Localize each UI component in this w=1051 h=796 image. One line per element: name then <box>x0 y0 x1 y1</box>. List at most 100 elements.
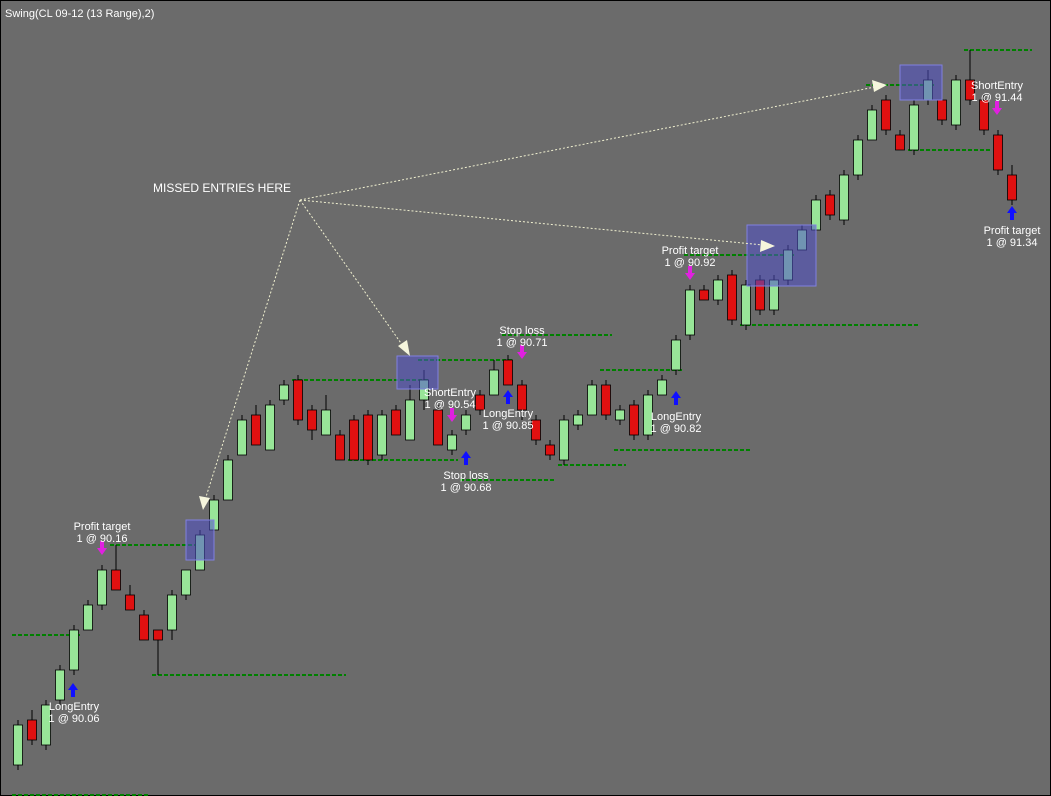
candle-body <box>335 434 345 461</box>
candle-body <box>391 409 401 436</box>
candle-body <box>741 284 751 326</box>
candle-body <box>517 384 527 411</box>
candle-body <box>825 194 835 216</box>
order-text: 1 @ 90.16 <box>77 533 128 545</box>
order-text: 1 @ 90.06 <box>49 713 100 725</box>
order-arrow <box>503 390 513 404</box>
candle-body <box>461 414 471 431</box>
candle-body <box>181 569 191 596</box>
candle-body <box>853 139 863 176</box>
arrow-head <box>398 340 410 356</box>
order-text: 1 @ 90.92 <box>665 257 716 269</box>
candle-body <box>125 594 135 611</box>
candle-body <box>433 409 443 446</box>
highlight-box <box>185 519 215 561</box>
candle-body <box>349 419 359 461</box>
candle-body <box>573 414 583 426</box>
order-text: 1 @ 90.54 <box>425 399 476 411</box>
order-name: ShortEntry <box>971 80 1023 92</box>
levels <box>12 49 1032 796</box>
missed-entry-boxes <box>185 64 943 561</box>
order-name: Stop loss <box>443 470 489 482</box>
order-arrow <box>97 541 107 555</box>
order-text: 1 @ 90.71 <box>497 337 548 349</box>
order-name: Profit target <box>662 245 719 257</box>
highlight-box <box>899 64 943 101</box>
order-name: ShortEntry <box>424 387 476 399</box>
missed-entry-arrows <box>204 86 876 501</box>
candle-body <box>265 404 275 451</box>
candle-body <box>713 279 723 301</box>
candle-body <box>503 359 513 386</box>
candle-body <box>629 404 639 436</box>
order-markers <box>68 101 1017 697</box>
candle-body <box>559 419 569 461</box>
candle-body <box>13 724 23 766</box>
order-name: LongEntry <box>483 408 534 420</box>
candle-body <box>587 384 597 416</box>
candle-body <box>839 174 849 221</box>
candle-body <box>615 409 625 421</box>
order-arrow <box>447 408 457 422</box>
candle-body <box>307 409 317 431</box>
candle-body <box>223 459 233 501</box>
annotation: MISSED ENTRIES HERE <box>153 181 291 195</box>
arrow-line <box>299 86 876 201</box>
candle-body <box>363 414 373 461</box>
candle-body <box>83 604 93 631</box>
highlight-box <box>396 355 439 390</box>
candle-body <box>475 394 485 411</box>
candle-body <box>97 569 107 606</box>
candle-body <box>377 414 387 456</box>
order-text: 1 @ 91.44 <box>972 92 1023 104</box>
candle-body <box>909 104 919 151</box>
order-arrow <box>68 683 78 697</box>
arrow-line <box>204 199 301 501</box>
candle-body <box>111 569 121 591</box>
chart-title: Swing(CL 09-12 (13 Range),2) <box>5 8 154 20</box>
order-arrow <box>517 345 527 359</box>
order-arrow <box>671 391 681 405</box>
arrow-head <box>872 80 887 92</box>
arrow-head <box>199 496 210 510</box>
candle-body <box>643 394 653 436</box>
candle-body <box>937 99 947 121</box>
candle-body <box>447 434 457 451</box>
arrow-heads <box>199 80 887 510</box>
order-text: 1 @ 90.68 <box>441 482 492 494</box>
candle-body <box>1007 174 1017 201</box>
candles <box>13 50 1017 770</box>
highlight-box <box>746 224 817 287</box>
candle-body <box>979 99 989 131</box>
order-arrow <box>461 451 471 465</box>
candle-body <box>951 79 961 126</box>
arrow-line <box>299 199 764 246</box>
candle-body <box>251 414 261 446</box>
candle-body <box>965 79 975 101</box>
candle-body <box>881 99 891 131</box>
candle-body <box>55 669 65 701</box>
order-arrow <box>992 101 1002 115</box>
candle-body <box>153 629 163 641</box>
order-arrow <box>1007 206 1017 220</box>
candle-body <box>545 444 555 456</box>
order-name: LongEntry <box>49 701 100 713</box>
candle-body <box>279 384 289 401</box>
candle-body <box>727 274 737 321</box>
candle-body <box>167 594 177 631</box>
order-name: Profit target <box>74 521 131 533</box>
candle-body <box>405 399 415 441</box>
candle-body <box>321 409 331 436</box>
candle-body <box>139 614 149 641</box>
order-name: LongEntry <box>651 411 702 423</box>
order-arrow <box>685 266 695 280</box>
candle-body <box>293 379 303 421</box>
order-name: Profit target <box>984 225 1041 237</box>
arrow-head <box>760 240 775 252</box>
order-text: 1 @ 91.34 <box>987 237 1038 249</box>
order-text: 1 @ 90.85 <box>483 420 534 432</box>
candle-body <box>685 289 695 336</box>
candle-body <box>601 384 611 416</box>
